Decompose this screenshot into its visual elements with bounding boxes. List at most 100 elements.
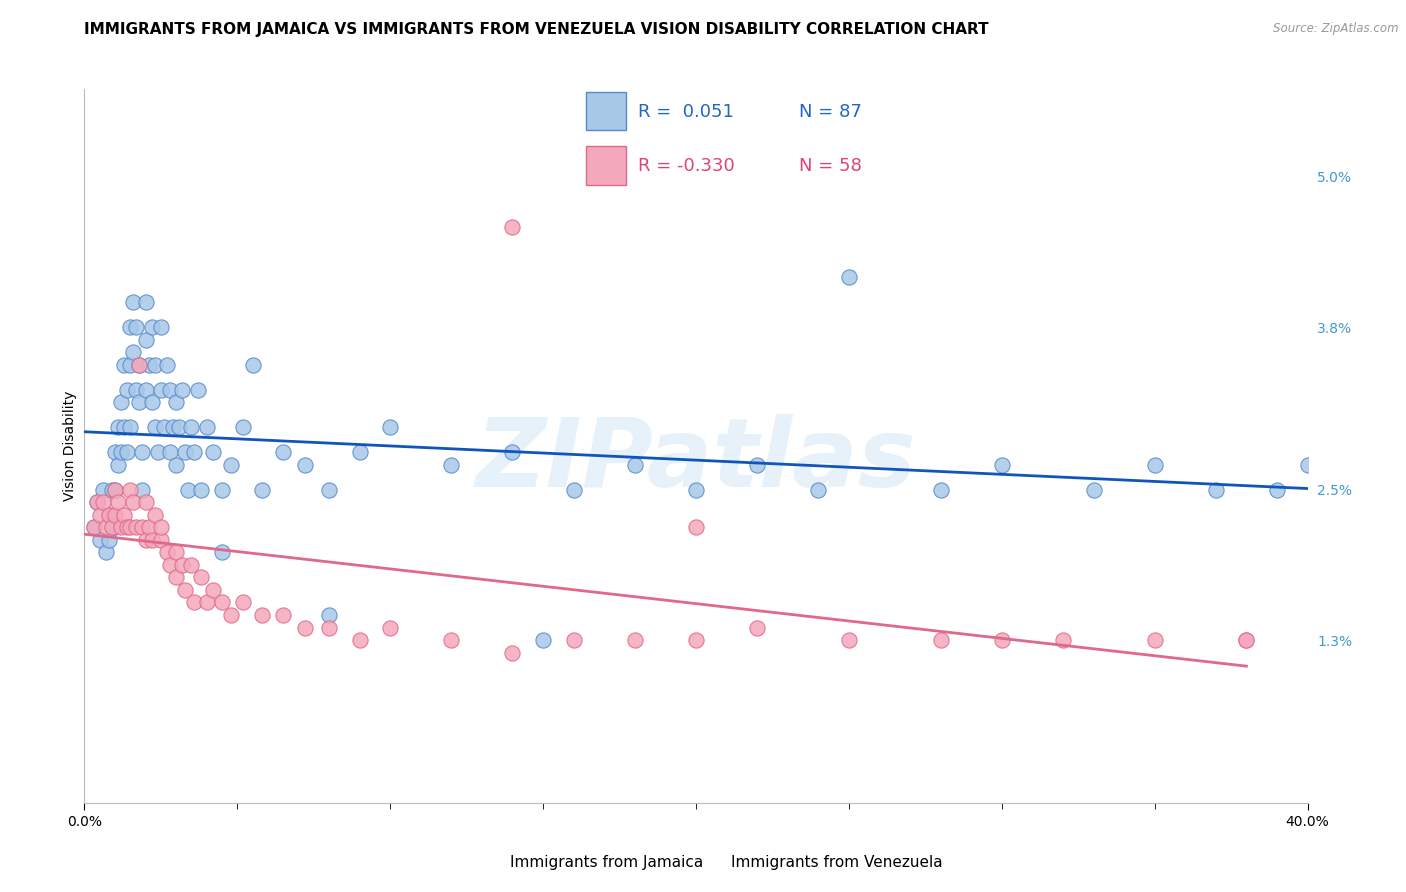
- Point: [153, 420, 176, 434]
- Point: [271, 445, 294, 459]
- Point: [122, 495, 145, 509]
- Point: [177, 483, 200, 497]
- Y-axis label: Vision Disability: Vision Disability: [63, 391, 77, 501]
- Point: [195, 420, 218, 434]
- Point: [838, 633, 860, 648]
- Point: [685, 520, 707, 534]
- Point: [183, 595, 205, 609]
- Bar: [586, 92, 626, 130]
- Point: [180, 420, 202, 434]
- Point: [89, 508, 111, 522]
- Point: [149, 320, 172, 334]
- Point: [211, 483, 233, 497]
- Point: [115, 383, 138, 397]
- Point: [146, 445, 169, 459]
- Point: [685, 633, 707, 648]
- Point: [135, 295, 157, 310]
- Point: [86, 495, 108, 509]
- Point: [502, 646, 524, 660]
- Point: [242, 358, 264, 372]
- Point: [190, 570, 212, 584]
- Point: [107, 420, 129, 434]
- Point: [531, 633, 554, 648]
- Point: [624, 633, 647, 648]
- Point: [929, 483, 952, 497]
- Point: [271, 607, 294, 622]
- Point: [318, 483, 340, 497]
- Point: [186, 383, 208, 397]
- Point: [294, 621, 316, 635]
- Point: [172, 383, 194, 397]
- Point: [991, 458, 1014, 472]
- Point: [125, 320, 148, 334]
- Point: [131, 520, 153, 534]
- Point: [97, 533, 120, 547]
- Point: [201, 582, 224, 597]
- Bar: [586, 146, 626, 185]
- Point: [128, 358, 150, 372]
- Point: [143, 358, 166, 372]
- Point: [143, 420, 166, 434]
- Point: [94, 520, 117, 534]
- Point: [159, 558, 181, 572]
- Point: [120, 483, 142, 497]
- Point: [97, 508, 120, 522]
- Point: [104, 520, 127, 534]
- Point: [1265, 483, 1288, 497]
- Point: [138, 358, 160, 372]
- Point: [502, 219, 524, 234]
- Point: [101, 483, 124, 497]
- Text: R =  0.051: R = 0.051: [638, 103, 734, 120]
- Point: [122, 345, 145, 359]
- Point: [149, 533, 172, 547]
- Text: Immigrants from Jamaica: Immigrants from Jamaica: [510, 855, 703, 870]
- Point: [1236, 633, 1258, 648]
- Point: [135, 333, 157, 347]
- Point: [128, 358, 150, 372]
- Text: Immigrants from Venezuela: Immigrants from Venezuela: [731, 855, 943, 870]
- Point: [183, 445, 205, 459]
- Point: [929, 633, 952, 648]
- Point: [167, 420, 190, 434]
- Text: IMMIGRANTS FROM JAMAICA VS IMMIGRANTS FROM VENEZUELA VISION DISABILITY CORRELATI: IMMIGRANTS FROM JAMAICA VS IMMIGRANTS FR…: [84, 22, 988, 37]
- Point: [174, 582, 197, 597]
- Point: [232, 420, 254, 434]
- Point: [838, 270, 860, 285]
- Point: [1083, 483, 1105, 497]
- Point: [502, 445, 524, 459]
- Point: [94, 545, 117, 559]
- Point: [135, 495, 157, 509]
- Text: N = 87: N = 87: [799, 103, 862, 120]
- Point: [83, 520, 105, 534]
- Point: [110, 520, 132, 534]
- Point: [120, 520, 142, 534]
- Point: [562, 633, 585, 648]
- Point: [83, 520, 105, 534]
- Point: [440, 633, 463, 648]
- Point: [159, 383, 181, 397]
- Point: [135, 383, 157, 397]
- Point: [156, 545, 179, 559]
- Point: [104, 483, 127, 497]
- Point: [89, 533, 111, 547]
- Point: [232, 595, 254, 609]
- Point: [112, 508, 135, 522]
- Point: [125, 383, 148, 397]
- Point: [149, 520, 172, 534]
- Point: [135, 533, 157, 547]
- Point: [201, 445, 224, 459]
- Point: [120, 320, 142, 334]
- Point: [165, 570, 187, 584]
- Point: [165, 458, 187, 472]
- Point: [174, 445, 197, 459]
- Point: [349, 633, 371, 648]
- Text: R = -0.330: R = -0.330: [638, 157, 735, 175]
- Point: [97, 508, 120, 522]
- Point: [991, 633, 1014, 648]
- Point: [624, 458, 647, 472]
- Point: [440, 458, 463, 472]
- Point: [1052, 633, 1074, 648]
- Text: Source: ZipAtlas.com: Source: ZipAtlas.com: [1274, 22, 1399, 36]
- Point: [112, 358, 135, 372]
- Point: [1236, 633, 1258, 648]
